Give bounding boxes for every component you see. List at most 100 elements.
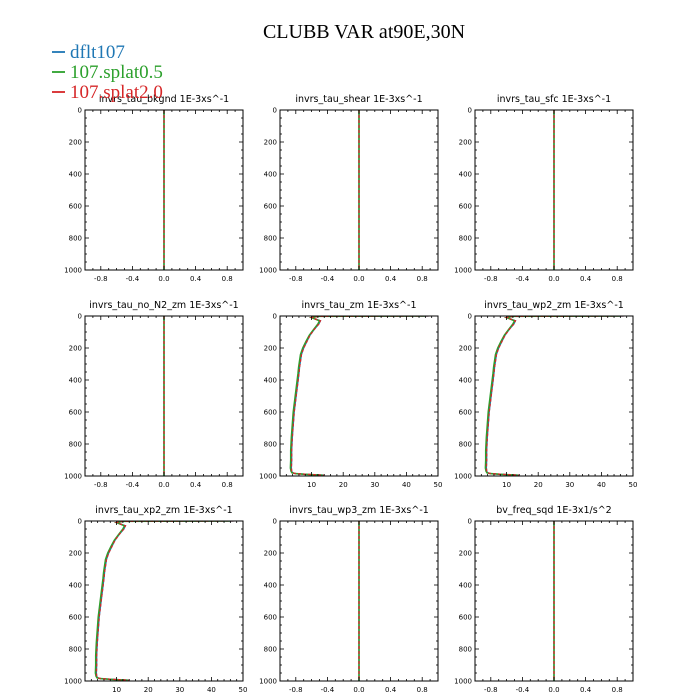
y-tick-label: 200 (459, 345, 472, 353)
x-tick-label: 30 (370, 481, 379, 489)
x-tick-label: 0.8 (222, 481, 233, 489)
y-tick-label: 0 (78, 107, 82, 115)
y-tick-label: 0 (78, 518, 82, 526)
x-tick-label: 0.0 (353, 275, 364, 283)
y-tick-label: 400 (264, 582, 277, 590)
plot-frame (84, 520, 244, 682)
y-tick-label: 200 (69, 550, 82, 558)
x-tick-label: 30 (175, 686, 184, 694)
y-tick-label: 800 (264, 235, 277, 243)
y-tick-label: 800 (69, 441, 82, 449)
panel-title: invrs_tau_zm 1E-3xs^-1 (302, 300, 417, 311)
x-tick-label: -0.8 (484, 275, 498, 283)
x-tick-label: -0.8 (94, 481, 108, 489)
x-tick-label: 0.4 (190, 275, 202, 283)
series-line-107-splat0-5 (94, 521, 231, 681)
y-tick-label: 400 (459, 377, 472, 385)
x-tick-label: 40 (597, 481, 606, 489)
y-tick-label: 200 (264, 550, 277, 558)
y-tick-label: 1000 (454, 267, 472, 275)
x-tick-label: 0.4 (190, 481, 202, 489)
x-tick-label: 40 (402, 481, 411, 489)
y-tick-label: 600 (459, 614, 472, 622)
x-tick-label: 10 (307, 481, 316, 489)
legend-label: dflt107 (70, 42, 125, 63)
legend-item: 107.splat0.5 (52, 62, 163, 83)
x-tick-label: 0.4 (580, 275, 592, 283)
x-tick-label: 20 (339, 481, 348, 489)
x-tick-label: 0.8 (222, 275, 233, 283)
x-tick-label: -0.4 (126, 481, 140, 489)
y-tick-label: 400 (264, 377, 277, 385)
y-tick-label: 600 (264, 614, 277, 622)
x-tick-label: 0.4 (580, 686, 592, 694)
series-line-107-splat2-0 (290, 316, 429, 476)
x-tick-label: 0.0 (548, 275, 559, 283)
series-line-107-splat2-0 (485, 316, 624, 476)
y-tick-label: 400 (459, 171, 472, 179)
panels: invrs_tau_bkgnd 1E-3xs^-1020040060080010… (64, 94, 637, 694)
y-tick-label: 200 (459, 139, 472, 147)
y-tick-label: 1000 (64, 473, 82, 481)
y-tick-label: 800 (264, 441, 277, 449)
panel-1: invrs_tau_bkgnd 1E-3xs^-1 0 200 400 600 800 10… (64, 94, 244, 283)
y-tick-label: 0 (273, 518, 277, 526)
y-tick-label: 600 (459, 409, 472, 417)
y-tick-label: 600 (69, 409, 82, 417)
x-tick-label: 40 (207, 686, 216, 694)
x-tick-label: 0.8 (612, 686, 623, 694)
panel-title: invrs_tau_bkgnd 1E-3xs^-1 (99, 94, 229, 105)
y-tick-label: 0 (468, 313, 472, 321)
plot-frame (474, 315, 634, 477)
y-tick-label: 200 (264, 345, 277, 353)
y-tick-label: 0 (273, 313, 277, 321)
panel-2: invrs_tau_shear 1E-3xs^-1 0 200 400 600 800 10… (259, 94, 439, 283)
y-tick-label: 1000 (259, 678, 277, 686)
x-tick-label: 0.8 (612, 275, 623, 283)
legend-label: 107.splat0.5 (70, 62, 163, 83)
y-tick-label: 1000 (259, 267, 277, 275)
y-tick-label: 200 (264, 139, 277, 147)
y-tick-label: 1000 (454, 678, 472, 686)
panel-5: invrs_tau_zm 1E-3xs^-1 0 200 400 600 800 1000 1… (259, 300, 442, 489)
y-tick-label: 0 (273, 107, 277, 115)
y-tick-label: 200 (69, 345, 82, 353)
x-tick-label: 50 (239, 686, 248, 694)
y-tick-label: 200 (459, 550, 472, 558)
y-tick-label: 0 (78, 313, 82, 321)
panel-9: bv_freq_sqd 1E-3x1/s^2 0 200 400 600 800 1000 -… (454, 505, 634, 694)
x-tick-label: 10 (112, 686, 121, 694)
y-tick-label: 1000 (64, 678, 82, 686)
x-tick-label: -0.4 (126, 275, 140, 283)
legend-item: 107.splat2.0 (52, 82, 163, 103)
y-tick-label: 1000 (64, 267, 82, 275)
x-tick-label: -0.4 (321, 275, 335, 283)
series-line-107-splat2-0 (95, 521, 234, 681)
y-tick-label: 0 (468, 107, 472, 115)
series-line-dflt107 (95, 521, 234, 681)
x-tick-label: 0.0 (548, 686, 559, 694)
y-tick-label: 600 (69, 203, 82, 211)
x-tick-label: 0.0 (158, 275, 169, 283)
panel-title: invrs_tau_xp2_zm 1E-3xs^-1 (95, 505, 232, 516)
x-tick-label: -0.8 (289, 275, 303, 283)
y-tick-label: 1000 (454, 473, 472, 481)
y-tick-label: 800 (459, 235, 472, 243)
x-tick-label: -0.8 (289, 686, 303, 694)
panel-6: invrs_tau_wp2_zm 1E-3xs^-1 0 200 400 600 800 1… (454, 300, 637, 489)
y-tick-label: 400 (459, 582, 472, 590)
series-line-dflt107 (485, 316, 624, 476)
x-tick-label: -0.4 (516, 686, 530, 694)
panel-7: invrs_tau_xp2_zm 1E-3xs^-1 0 200 400 600 800 1… (64, 505, 247, 694)
y-tick-label: 800 (69, 235, 82, 243)
x-tick-label: -0.8 (94, 275, 108, 283)
y-tick-label: 600 (264, 409, 277, 417)
y-tick-label: 400 (264, 171, 277, 179)
y-tick-label: 800 (459, 646, 472, 654)
y-tick-label: 1000 (259, 473, 277, 481)
legend-label: 107.splat2.0 (70, 82, 163, 103)
x-tick-label: -0.8 (484, 686, 498, 694)
x-tick-label: 10 (502, 481, 511, 489)
x-tick-label: 50 (629, 481, 638, 489)
